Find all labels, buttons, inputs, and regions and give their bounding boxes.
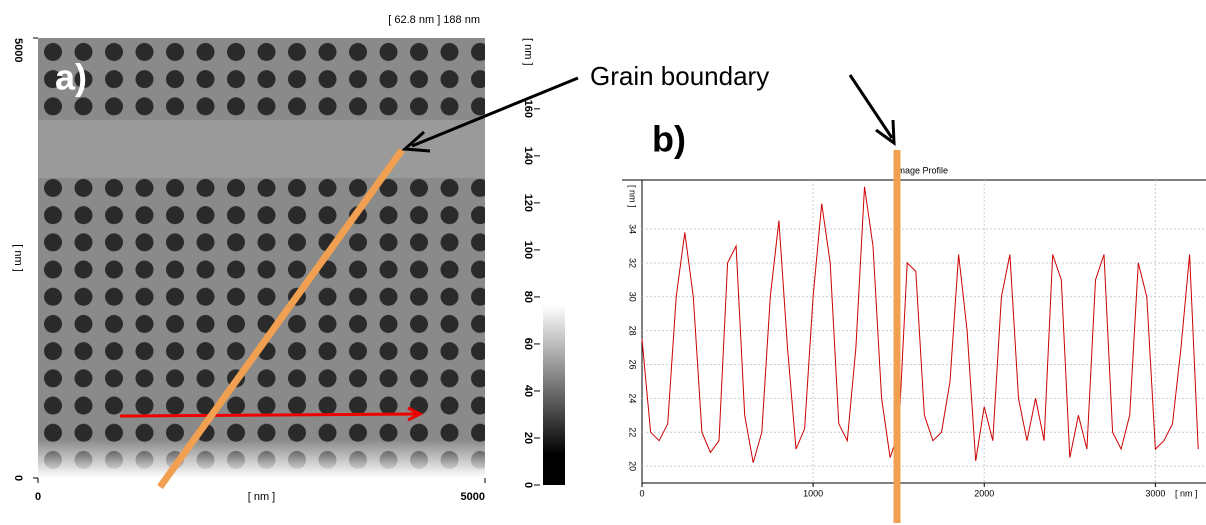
pointer-arrow	[848, 74, 894, 139]
afm-image: [ 62.8 nm ] 188 nm [ nm ] [ nm ] 0 5000 0 5000…	[12, 14, 565, 503]
y-tick-label: 26	[628, 360, 638, 370]
colorbar-tick-label: 20	[522, 432, 534, 444]
colorbar-tick-label: 40	[522, 385, 534, 397]
image-fade	[38, 440, 485, 478]
grain-line	[157, 147, 405, 490]
chart-title: Image Profile	[895, 165, 948, 175]
arrow-head	[401, 130, 431, 153]
x-tick-label: 0	[639, 488, 644, 498]
y-tick-label: 24	[628, 393, 638, 403]
pointer-arrow	[411, 76, 579, 148]
annotations: a) b) Grain boundary	[55, 57, 901, 523]
x-tick-label: 2000	[974, 488, 994, 498]
y-tick-label: 22	[628, 427, 638, 437]
y-tick-label: 5000	[12, 38, 24, 62]
x-axis-label: [ nm ]	[1175, 488, 1198, 498]
colorbar-tick-label: 120	[522, 194, 534, 212]
y-tick-label: 30	[628, 292, 638, 302]
panel-label: b)	[652, 119, 686, 160]
y-axis-label: [ nm ]	[628, 185, 638, 208]
image-header: [ 62.8 nm ] 188 nm	[388, 14, 480, 26]
colorbar-tick-label: 100	[522, 241, 534, 259]
image-texture	[38, 38, 485, 478]
colorbar-tick-label: 80	[522, 291, 534, 303]
y-tick-label: 34	[628, 224, 638, 234]
x-tick-label: 3000	[1145, 488, 1165, 498]
y-axis-label: [ nm ]	[12, 244, 24, 272]
arrow-head	[407, 406, 424, 422]
panel-label: a)	[55, 57, 87, 98]
x-tick-label: 1000	[803, 488, 823, 498]
x-axis-label: [ nm ]	[248, 491, 276, 503]
colorbar-base	[543, 455, 565, 485]
colorbar-label: [ nm ]	[522, 38, 534, 66]
x-tick-label: 0	[35, 491, 41, 503]
profile-line	[641, 186, 1199, 463]
annotation: Grain boundary	[590, 61, 769, 91]
colorbar	[543, 305, 565, 455]
colorbar-tick-label: 0	[522, 482, 534, 488]
y-tick-label: 20	[628, 461, 638, 471]
colorbar-tick-label: 160	[522, 100, 534, 118]
profile-chart: Image Profile [ nm ] [ nm ] 20 22 24 26 28 30 32 3…	[622, 165, 1206, 498]
colorbar-tick-label: 60	[522, 338, 534, 350]
profile-arrow	[119, 412, 419, 418]
x-tick-label: 5000	[461, 491, 485, 503]
colorbar-tick-label: 140	[522, 147, 534, 165]
arrow-head	[875, 119, 896, 147]
y-tick-label: 32	[628, 258, 638, 268]
y-tick-label: 0	[12, 475, 24, 481]
y-tick-label: 28	[628, 326, 638, 336]
